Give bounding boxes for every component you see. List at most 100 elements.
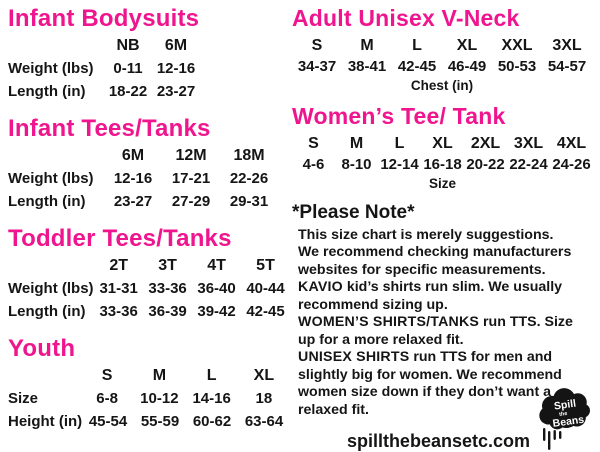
column-header: S (101, 366, 113, 384)
row-label: Height (in) (8, 412, 83, 430)
table-cell: 4-6 (302, 155, 325, 173)
table-header-row: S M L XL XXL 3XL (292, 35, 594, 56)
section-title: Women’s Tee/ Tank (292, 102, 506, 129)
row-label: Length (in) (8, 82, 86, 100)
note-line: WOMEN’S SHIRTS/TANKS run TTS. Size up fo… (298, 314, 573, 348)
table-cell: 12-14 (380, 155, 419, 173)
table-header-row: 2T 3T 4T 5T (8, 254, 290, 277)
table-cell: 18-22 (108, 82, 148, 100)
table-row: Weight (lbs) 31-31 33-36 36-40 40-44 (8, 277, 290, 300)
column-header: M (152, 366, 167, 384)
table-cell: 27-29 (171, 192, 211, 210)
table-cell: 12-16 (113, 169, 153, 187)
womens-tee-table: S M L XL 2XL 3XL 4XL 4-6 8-10 12-14 16-1… (292, 133, 594, 192)
table-cell: 60-62 (192, 412, 232, 430)
table-cell: 22-26 (229, 169, 269, 187)
table-cell: 23-27 (156, 82, 196, 100)
table-cell: 24-26 (552, 155, 591, 173)
column-header: NB (116, 36, 140, 54)
toddler-tees-section: Toddler Tees/Tanks 2T 3T 4T 5T Weight (l… (8, 224, 290, 323)
table-row: Length (in) 23-27 27-29 29-31 (8, 190, 290, 213)
table-cell: 29-31 (229, 192, 269, 210)
table-header-row: 6M 12M 18M (8, 144, 290, 167)
table-cell: 10-12 (140, 389, 179, 407)
table-cell: 16-18 (423, 155, 462, 173)
infant-bodysuits-table: NB 6M Weight (lbs) 0-11 12-16 Length (in… (8, 34, 290, 103)
note-line: UNISEX SHIRTS run TTS for men and slight… (298, 349, 562, 418)
adult-vneck-table: S M L XL XXL 3XL 34-37 38-41 42-45 46-49… (292, 35, 594, 94)
row-label: Length (in) (8, 192, 86, 210)
column-header: 18M (233, 146, 265, 164)
column-header: 2XL (470, 134, 501, 152)
section-title: Infant Tees/Tanks (8, 114, 211, 142)
row-label: Size (8, 389, 39, 407)
table-cell: 46-49 (447, 57, 487, 75)
column-header: 4T (207, 256, 226, 274)
column-header: M (360, 36, 374, 54)
table-cell: 50-53 (497, 57, 537, 75)
table-cell: 36-40 (197, 279, 236, 297)
column-header: 3XL (513, 134, 544, 152)
column-header: XL (432, 134, 453, 152)
column-header: 5T (256, 256, 275, 274)
row-label: Length (in) (8, 302, 86, 320)
table-cell: 33-36 (148, 279, 187, 297)
column-header: 3XL (552, 36, 582, 54)
column-header: L (394, 134, 405, 152)
row-label: Weight (lbs) (8, 279, 94, 297)
note-line: We recommend checking manufacturers webs… (298, 244, 572, 278)
table-cell: 12-16 (156, 59, 196, 77)
toddler-tees-table: 2T 3T 4T 5T Weight (lbs) 31-31 33-36 36-… (8, 254, 290, 323)
table-cell: 39-42 (197, 302, 236, 320)
table-cell: 22-24 (509, 155, 548, 173)
section-title: Toddler Tees/Tanks (8, 224, 232, 252)
table-cell: 55-59 (140, 412, 180, 430)
section-title: Infant Bodysuits (8, 5, 200, 32)
table-row: Weight (lbs) 12-16 17-21 22-26 (8, 167, 290, 190)
section-title: Youth (8, 334, 76, 362)
section-title: Adult Unisex V-Neck (292, 5, 520, 31)
table-cell: 54-57 (547, 57, 587, 75)
table-cell: 18 (255, 389, 273, 407)
table-cell: 0-11 (113, 59, 143, 77)
column-header: 3T (158, 256, 177, 274)
axis-label: Size (428, 175, 456, 191)
table-row: Size 6-8 10-12 14-16 18 (8, 387, 290, 410)
logo-text-mid: the (559, 411, 568, 418)
spill-the-beans-logo: Spill the Beans (539, 388, 590, 450)
left-column: Infant Bodysuits NB 6M Weight (lbs) 0-11… (8, 5, 290, 446)
table-cell: 33-36 (99, 302, 138, 320)
table-cell: 23-27 (113, 192, 153, 210)
infant-tees-section: Infant Tees/Tanks 6M 12M 18M Weight (lbs… (8, 114, 290, 213)
table-header-row: S M L XL (8, 364, 290, 387)
infant-tees-table: 6M 12M 18M Weight (lbs) 12-16 17-21 22-2… (8, 144, 290, 213)
table-cell: 34-37 (297, 57, 337, 75)
youth-table: S M L XL Size 6-8 10-12 14-16 18 Height … (8, 364, 290, 433)
table-row: Length (in) 18-22 23-27 (8, 80, 290, 103)
table-cell: 36-39 (148, 302, 187, 320)
table-cell: 14-16 (192, 389, 231, 407)
table-cell: 42-45 (246, 302, 285, 320)
table-cell: 6-8 (96, 389, 118, 407)
column-header: 4XL (556, 134, 587, 152)
adult-vneck-section: Adult Unisex V-Neck S M L XL XXL 3XL 34-… (292, 5, 594, 94)
column-header: 6M (121, 146, 145, 164)
column-header: M (349, 134, 364, 152)
row-label: Weight (lbs) (8, 169, 94, 187)
column-header: XL (253, 366, 275, 384)
note-title: *Please Note* (292, 201, 415, 223)
table-cell: 40-44 (246, 279, 285, 297)
table-cell: 38-41 (347, 57, 387, 75)
table-cell: 45-54 (88, 412, 128, 430)
table-header-row: S M L XL 2XL 3XL 4XL (292, 133, 594, 154)
column-header: XXL (501, 36, 533, 54)
table-header-row: NB 6M (8, 34, 290, 57)
please-note-section: *Please Note* This size chart is merely … (292, 202, 594, 420)
column-header: 12M (175, 146, 207, 164)
note-line: This size chart is merely suggestions. (298, 226, 554, 243)
table-row: Height (in) 45-54 55-59 60-62 63-64 (8, 410, 290, 433)
table-cell: 63-64 (244, 412, 284, 430)
table-cell: 42-45 (397, 57, 437, 75)
logo-text-bottom: Beans (552, 414, 585, 430)
right-column: Adult Unisex V-Neck S M L XL XXL 3XL 34-… (292, 5, 594, 452)
